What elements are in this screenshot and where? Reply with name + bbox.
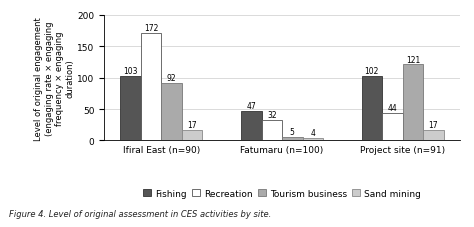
Text: 17: 17: [187, 120, 197, 129]
Text: 5: 5: [290, 128, 295, 137]
Bar: [182, 130, 202, 141]
Text: Figure 4. Level of original assessment in CES activities by site.: Figure 4. Level of original assessment i…: [9, 209, 272, 218]
Text: 102: 102: [365, 67, 379, 76]
Y-axis label: Level of original engagement
(engaging rate × engaging
frequency × engaging
dura: Level of original engagement (engaging r…: [34, 17, 74, 140]
Text: 4: 4: [310, 128, 315, 137]
Text: 17: 17: [428, 120, 438, 129]
Bar: [120, 76, 141, 141]
Legend: Fishing, Recreation, Tourism business, Sand mining: Fishing, Recreation, Tourism business, S…: [140, 185, 424, 201]
Bar: [141, 33, 162, 141]
Text: 92: 92: [167, 73, 176, 82]
Bar: [382, 113, 402, 141]
Bar: [362, 77, 382, 141]
Bar: [423, 130, 444, 141]
Text: 103: 103: [123, 67, 138, 76]
Bar: [262, 121, 282, 141]
Bar: [162, 83, 182, 141]
Text: 32: 32: [267, 111, 277, 120]
Bar: [302, 138, 323, 141]
Bar: [241, 111, 262, 141]
Text: 47: 47: [246, 101, 256, 111]
Text: 121: 121: [406, 55, 420, 64]
Text: 44: 44: [388, 103, 397, 112]
Text: 172: 172: [144, 23, 158, 32]
Bar: [402, 65, 423, 141]
Bar: [282, 138, 302, 141]
